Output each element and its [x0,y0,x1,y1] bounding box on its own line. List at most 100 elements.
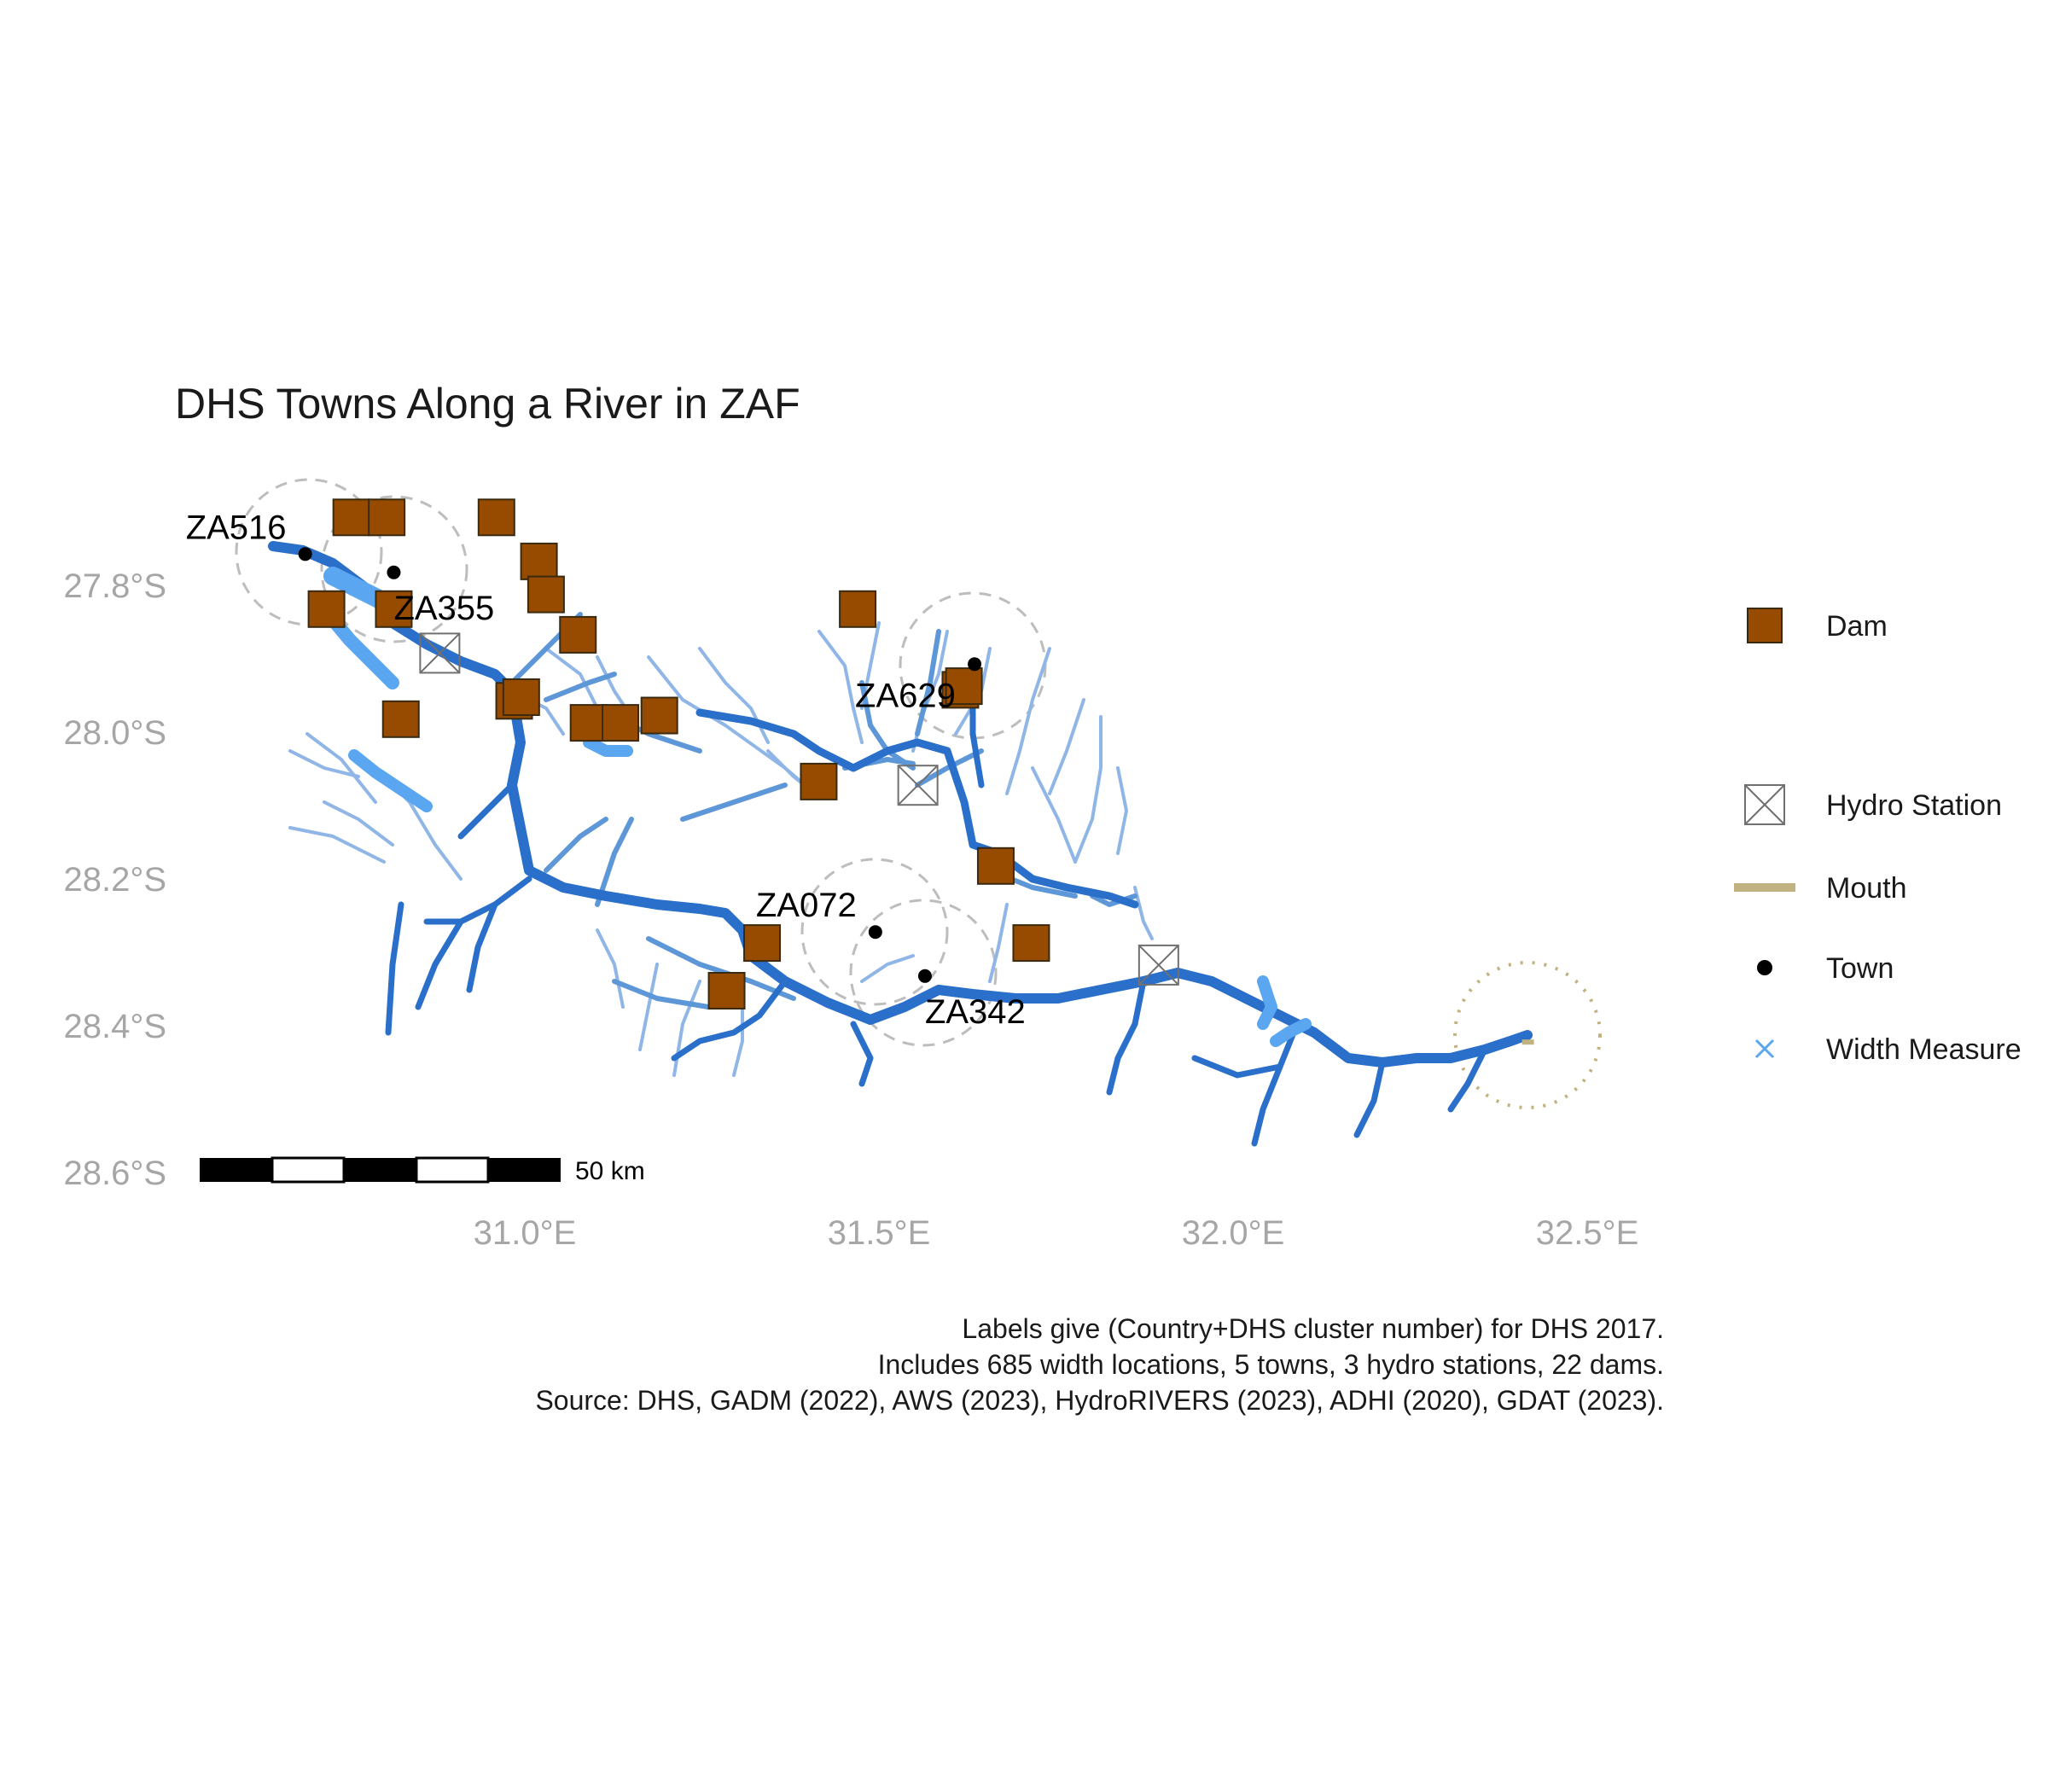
legend: Dam Hydro Station Mouth Town Width Measu… [1734,608,2022,1066]
dam-marker [1012,924,1050,963]
minor-stream [1031,766,1077,864]
dam-marker [559,615,597,654]
caption-line-1: Labels give (Country+DHS cluster number)… [962,1313,1664,1344]
dam-marker [707,972,746,1009]
dam-marker [527,575,565,614]
legend-item-town: Town [1757,952,1894,985]
dam-marker [375,590,413,628]
x-tick-label: 31.0°E [474,1214,577,1252]
dam-marker [381,700,420,738]
caption-line-3: Source: DHS, GADM (2022), AWS (2023), Hy… [535,1385,1664,1416]
hydro-station-marker [1137,944,1179,986]
dam-marker [569,704,608,742]
town-label: ZA355 [393,590,494,627]
scale-bar-segment [344,1158,416,1182]
main-river [415,918,464,1010]
hydro-station-marker [897,765,939,806]
minor-stream [1005,647,1051,795]
dam-marker [477,498,515,537]
main-river [268,541,1533,1068]
minor-stream [305,732,377,804]
width-measure-icon [1754,1039,1775,1059]
main-river [385,901,404,1036]
minor-stream [288,826,386,864]
town-label: ZA516 [186,509,287,546]
main-river [1106,978,1147,1096]
dam-marker [945,667,983,706]
dam-marker [839,590,877,628]
legend-label-hydro: Hydro Station [1826,789,2002,822]
town-marker [968,657,982,672]
hydro-station-icon [1744,784,1785,825]
scale-bar-segment [415,1156,490,1184]
town-label: ZA342 [925,993,1026,1031]
dam-marker [800,762,838,800]
main-river [1447,1046,1488,1113]
legend-label-width: Width Measure [1826,1033,2022,1066]
minor-stream [323,800,394,847]
town-marker [298,547,312,561]
buffer-circle-za072 [800,858,949,1006]
buffer-circle-za342 [849,899,998,1047]
x-tick-label: 32.0°E [1182,1214,1285,1252]
hydro-station-marker [419,632,461,674]
y-tick-label: 28.0°S [63,714,166,752]
minor-stream [1116,766,1128,855]
y-axis: 27.8°S 28.0°S 28.2°S 28.4°S 28.6°S [63,567,166,1192]
towns: ZA516 ZA355 ZA629 ZA072 ZA342 [186,509,1534,1045]
scale-bar-segment [488,1158,561,1182]
y-tick-label: 27.8°S [63,567,166,605]
minor-stream [698,647,770,744]
scale-bar-label: 50 km [575,1157,645,1185]
dam-marker [976,847,1015,885]
main-river [466,901,498,993]
minor-stream [817,630,864,744]
dam-marker [743,924,782,963]
main-river [1191,1055,1283,1079]
legend-label-dam: Dam [1826,610,1888,643]
town-marker [868,925,882,940]
main-river [1251,1021,1300,1147]
legend-item-hydro: Hydro Station [1744,784,2002,825]
caption-line-2: Includes 685 width locations, 5 towns, 3… [878,1349,1664,1380]
hydro-stations [419,632,1179,986]
dams [307,498,1050,1009]
x-tick-label: 31.5°E [828,1214,931,1252]
tributary [915,629,941,736]
minor-stream [1048,698,1085,795]
scale-bar-segment [271,1156,346,1184]
main-river [695,708,1139,909]
tributary [544,817,608,873]
main-river [850,1021,874,1087]
minor-stream [672,980,701,1077]
width-measure-band [1257,975,1277,1030]
town-dot-icon [1757,960,1772,975]
tributary [595,817,634,907]
dam-marker [602,704,640,742]
y-tick-label: 28.2°S [63,861,166,899]
town-label: ZA072 [756,887,857,924]
main-river [423,876,532,925]
legend-item-width: Width Measure [1754,1033,2022,1066]
legend-item-mouth: Mouth [1734,872,1907,905]
town-label: ZA629 [855,677,956,714]
dam-marker [332,498,370,537]
width-measure-band [348,749,433,812]
main-river [457,782,515,840]
x-axis: 31.0°E 31.5°E 32.0°E 32.5°E [474,1214,1639,1252]
buffer-circle-za355 [320,495,468,643]
minor-stream [638,963,659,1051]
y-tick-label: 28.6°S [63,1155,166,1192]
dam-marker [307,590,346,628]
minor-stream [288,749,360,778]
caption: Labels give (Country+DHS cluster number)… [535,1313,1664,1416]
legend-label-town: Town [1826,952,1894,985]
tributary [544,672,617,702]
town-marker [917,969,932,983]
x-tick-label: 32.5°E [1536,1214,1639,1252]
legend-item-dam: Dam [1747,608,1888,643]
tributary [680,783,788,822]
dam-marker [640,696,678,735]
town-marker [387,565,401,579]
